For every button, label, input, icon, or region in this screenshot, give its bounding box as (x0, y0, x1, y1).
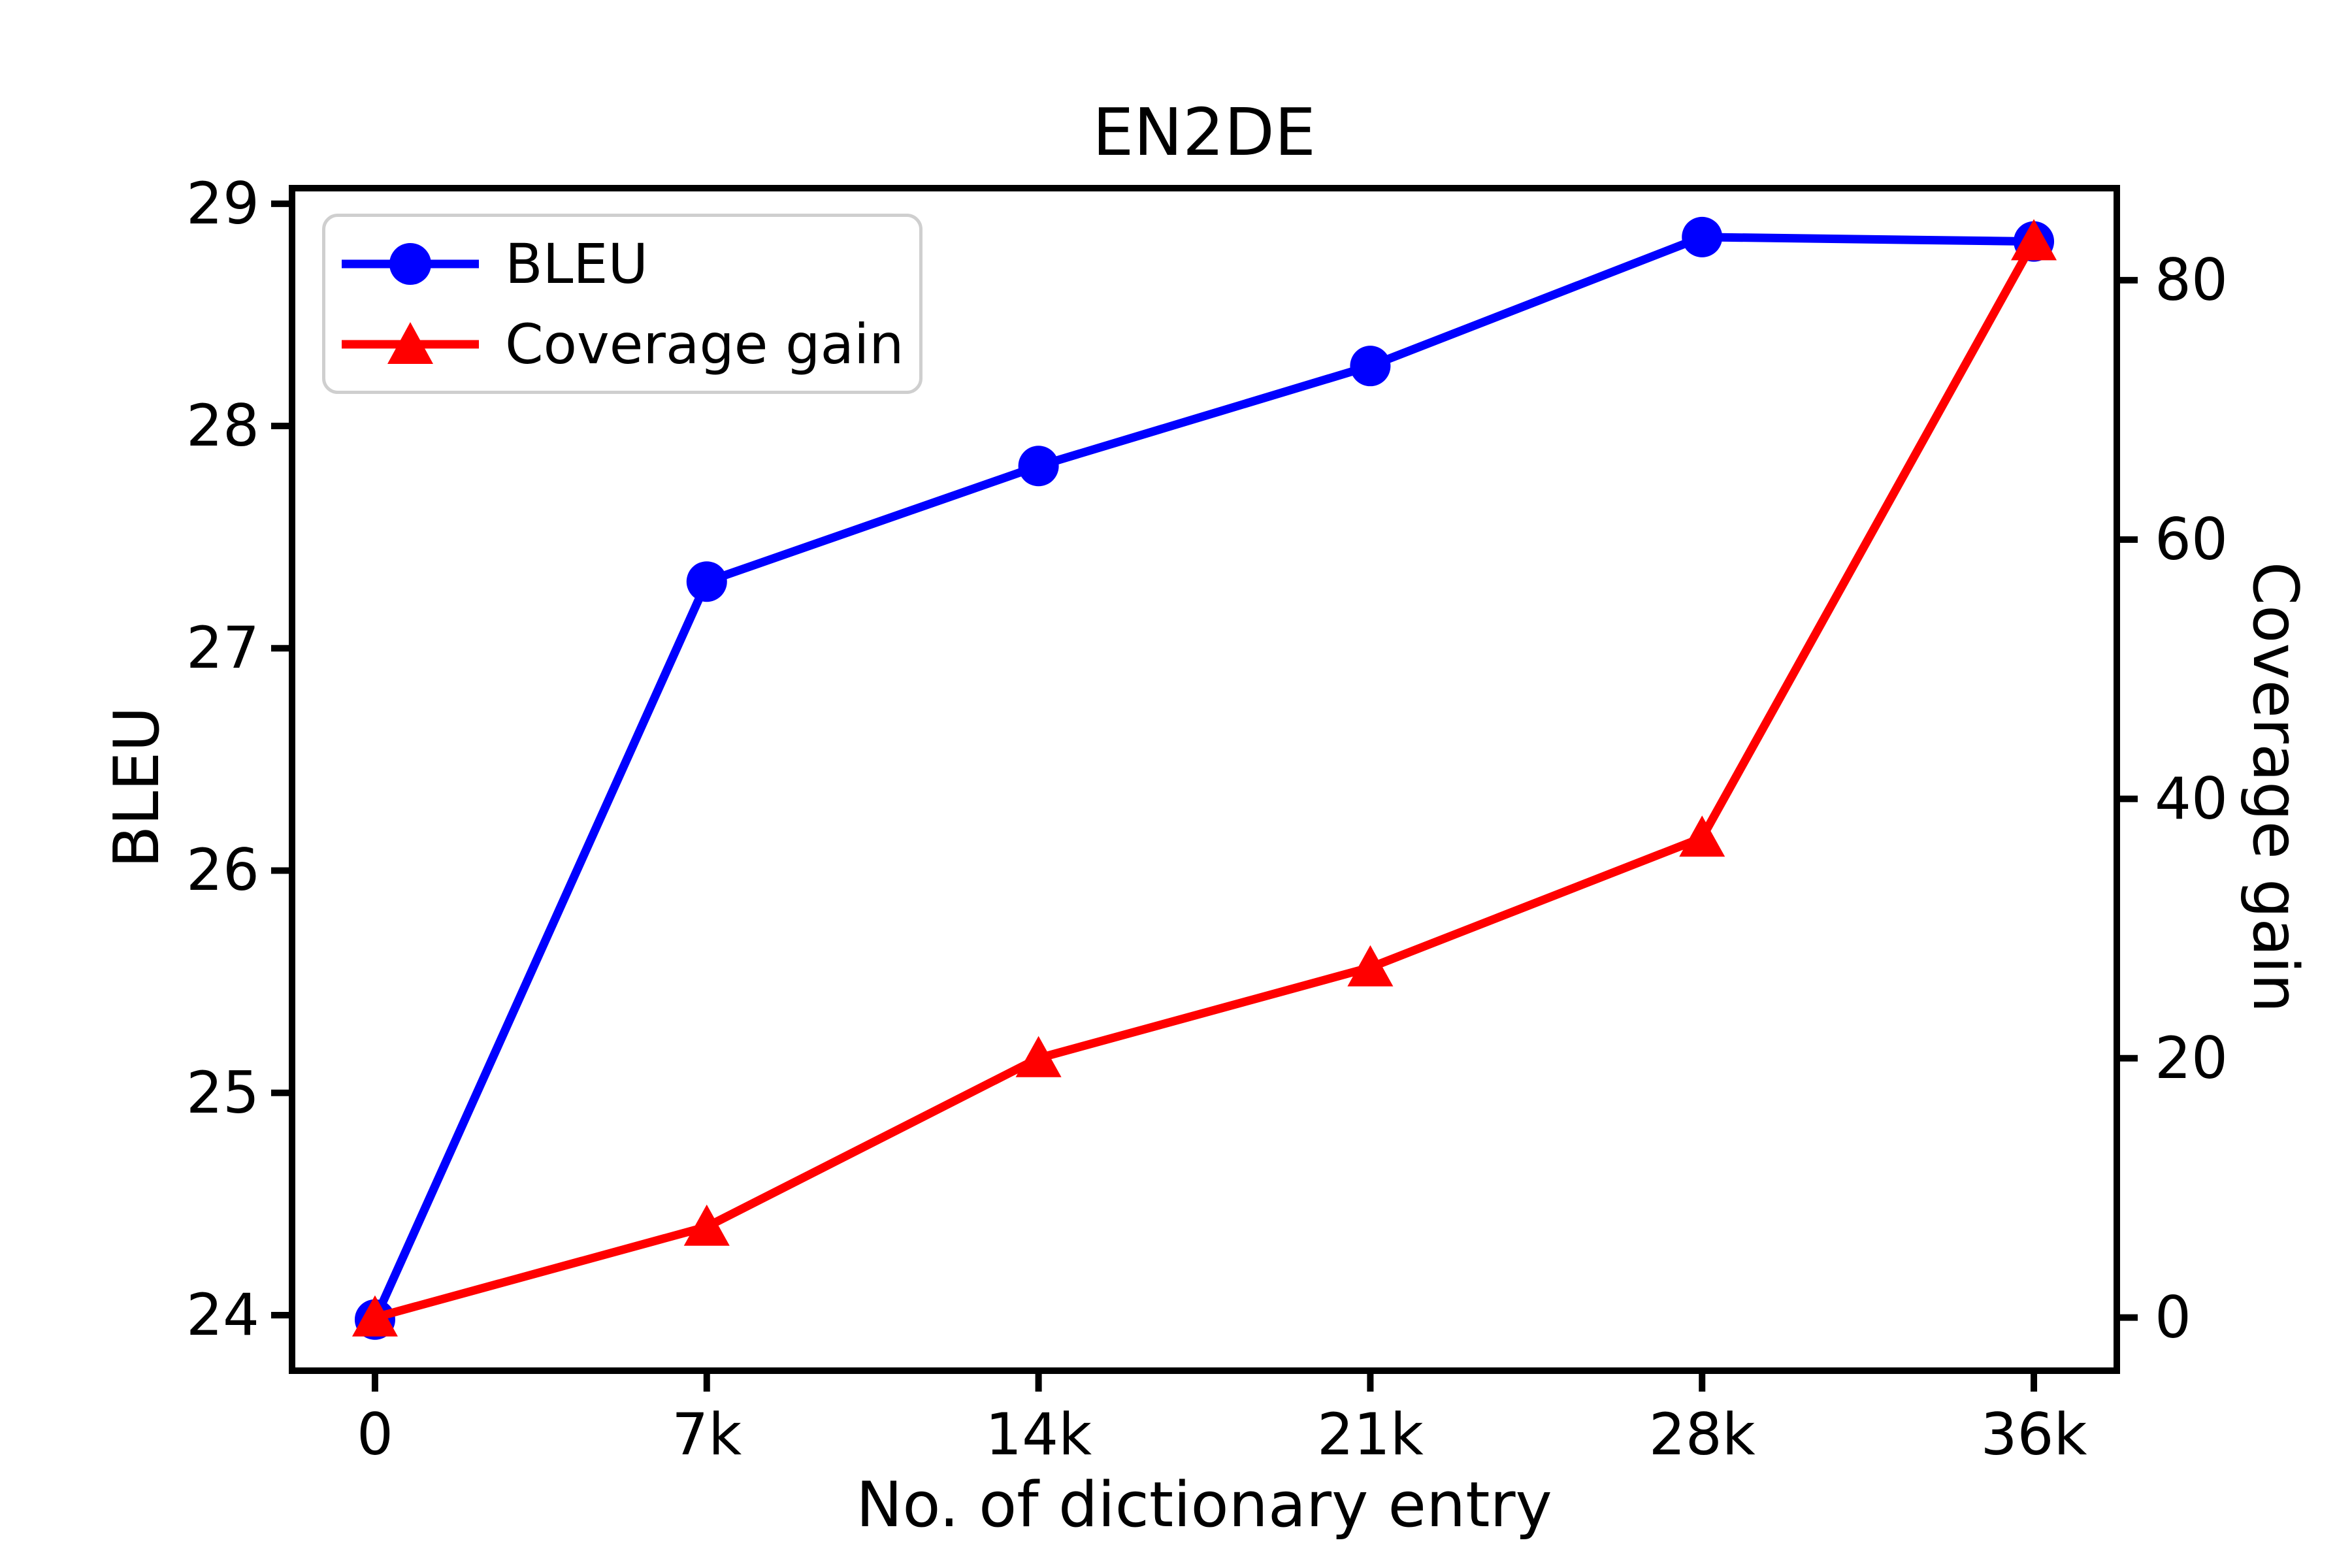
data-point-triangle (1347, 945, 1394, 987)
legend-line-circle-icon (342, 243, 479, 285)
series-line-bleu (371, 233, 2034, 1322)
data-point-triangle (683, 1204, 730, 1246)
data-point-circle (686, 561, 727, 602)
legend-box: BLEU Coverage gain (322, 214, 923, 394)
y-right-tick-label: 40 (2155, 764, 2228, 832)
legend-entry-bleu: BLEU (325, 225, 919, 303)
data-point-triangle (1015, 1036, 1062, 1077)
series-line-coverage-gain (374, 239, 2038, 1322)
y-right-tick-label: 60 (2155, 505, 2228, 573)
y-left-tick-label: 24 (186, 1281, 259, 1348)
y-left-tick-label: 26 (186, 836, 259, 904)
legend-line-triangle-icon (342, 322, 479, 364)
x-axis-label: No. of dictionary entry (856, 1469, 1552, 1541)
legend-label-coverage-gain: Coverage gain (505, 312, 904, 376)
data-point-triangle (351, 1295, 398, 1337)
legend-label-bleu: BLEU (505, 232, 648, 296)
data-point-triangle (1679, 815, 1725, 857)
x-tick-label: 36k (1980, 1401, 2087, 1468)
legend-entry-coverage-gain: Coverage gain (325, 305, 919, 384)
y-left-tick-label: 25 (186, 1058, 259, 1126)
y-left-tick-label: 29 (186, 169, 259, 237)
y-left-tick-label: 28 (186, 392, 259, 460)
x-tick-label: 0 (356, 1401, 393, 1468)
x-tick-label: 21k (1316, 1401, 1424, 1468)
chart-title: EN2DE (1092, 94, 1316, 171)
data-point-circle (1018, 446, 1059, 487)
y-right-tick-label: 80 (2155, 246, 2228, 314)
x-tick-label: 7k (672, 1401, 742, 1468)
y-axis-right-label: Coverage gain (2239, 561, 2311, 1013)
x-tick-label: 14k (985, 1401, 1092, 1468)
y-right-tick-label: 20 (2155, 1024, 2228, 1092)
y-right-tick-label: 0 (2155, 1283, 2191, 1351)
data-point-circle (1682, 216, 1723, 257)
data-point-triangle (2011, 219, 2057, 261)
x-tick-label: 28k (1648, 1401, 1756, 1468)
y-left-tick-label: 27 (186, 614, 259, 682)
data-point-circle (1350, 346, 1391, 387)
plot-border (289, 185, 2120, 1374)
